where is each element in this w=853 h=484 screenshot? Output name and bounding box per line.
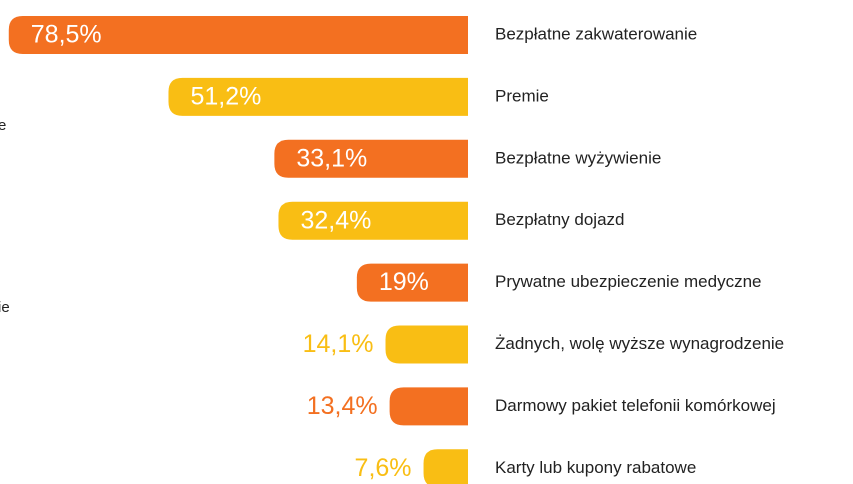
value-label: 19% xyxy=(379,268,429,296)
value-label: 51,2% xyxy=(190,83,261,111)
value-label: 33,1% xyxy=(296,144,367,172)
category-label: Bezpłatne wyżywienie xyxy=(495,148,661,167)
value-label: 32,4% xyxy=(300,206,371,234)
annotation: e xyxy=(0,117,6,134)
bar xyxy=(168,77,469,116)
category-label: Darmowy pakiet telefonii komórkowej xyxy=(495,396,776,415)
value-label: 7,6% xyxy=(355,454,412,482)
category-label: Bezpłatne zakwaterowanie xyxy=(495,24,697,43)
value-label: 14,1% xyxy=(303,330,374,358)
value-label: 13,4% xyxy=(307,392,378,420)
bar xyxy=(356,263,468,302)
bar xyxy=(274,139,468,178)
bar xyxy=(389,387,468,426)
category-label: Premie xyxy=(495,86,549,105)
category-label: Bezpłatny dojazd xyxy=(495,210,624,229)
category-label: Żadnych, wolę wyższe wynagrodzenie xyxy=(495,334,784,353)
category-label: Prywatne ubezpieczenie medyczne xyxy=(495,272,761,291)
value-label: 78,5% xyxy=(31,21,102,49)
category-label: Karty lub kupony rabatowe xyxy=(495,458,696,477)
bar xyxy=(423,449,468,484)
bar xyxy=(385,325,468,364)
annotation: ie xyxy=(0,299,10,316)
bar xyxy=(8,16,469,54)
bar xyxy=(278,201,468,240)
